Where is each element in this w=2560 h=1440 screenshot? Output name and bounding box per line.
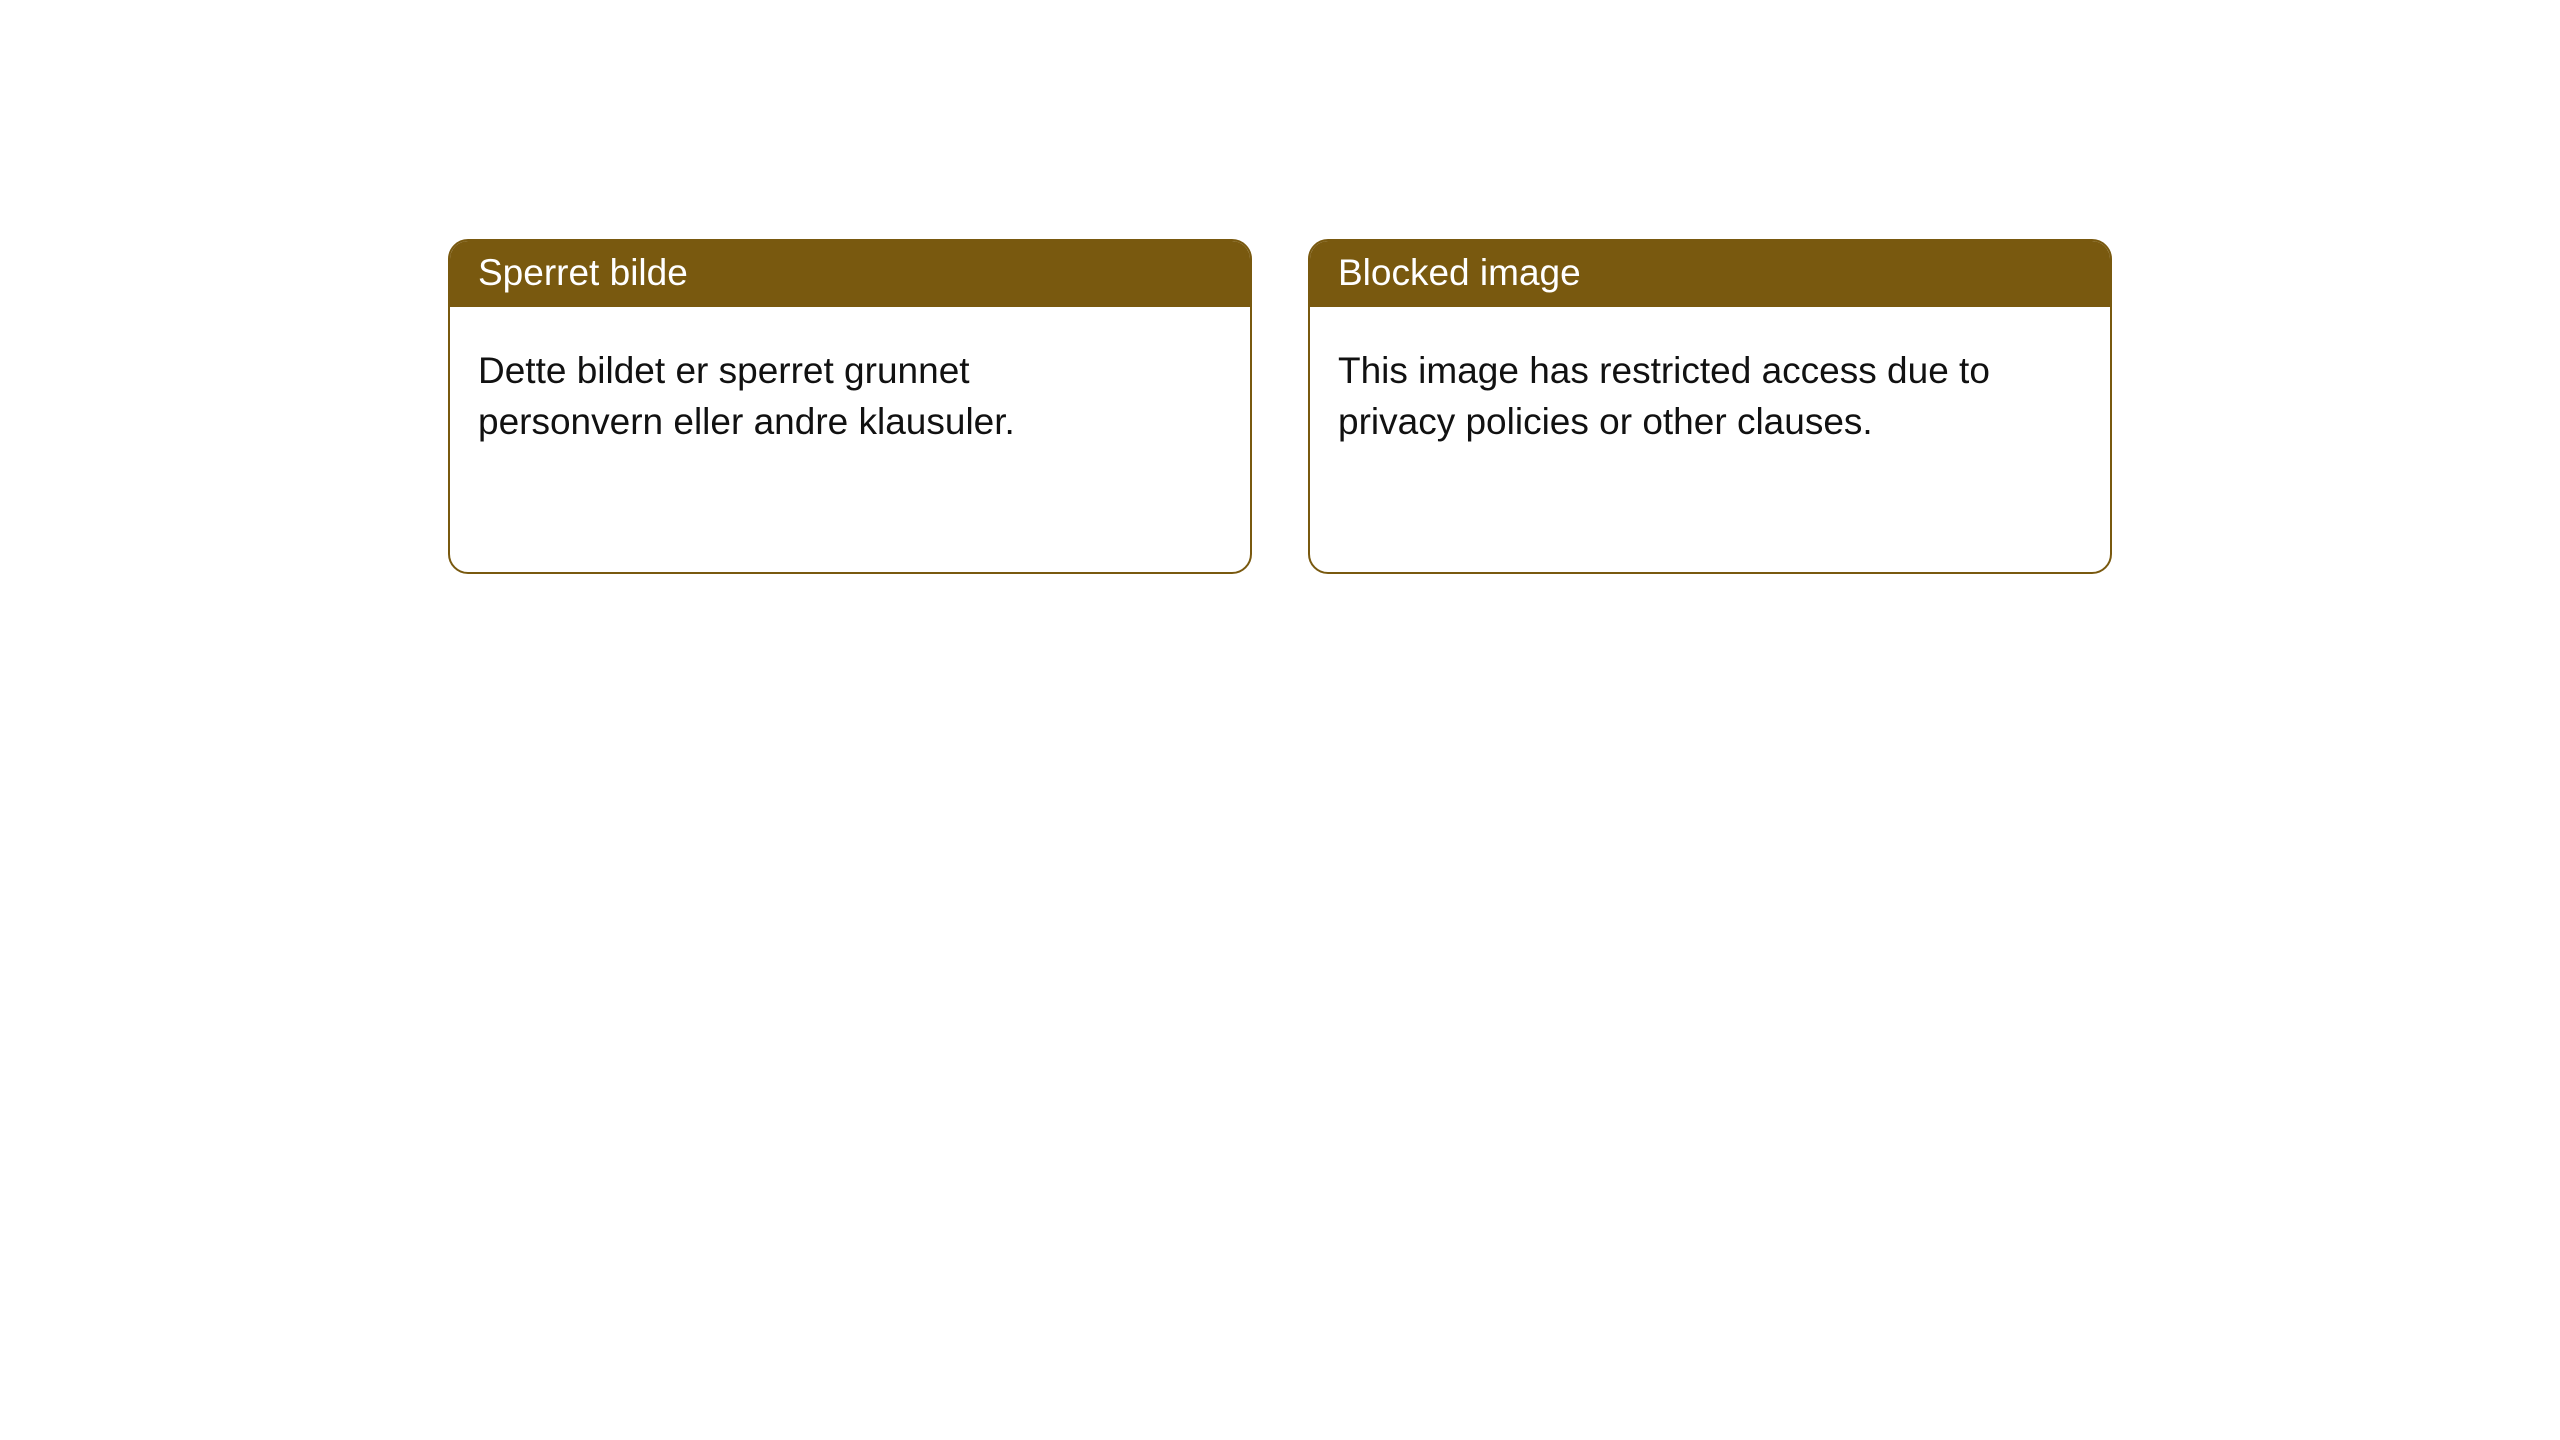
notice-card-english: Blocked image This image has restricted … — [1308, 239, 2112, 574]
notice-card-header: Sperret bilde — [450, 241, 1250, 307]
notice-cards-container: Sperret bilde Dette bildet er sperret gr… — [0, 0, 2560, 574]
notice-card-header: Blocked image — [1310, 241, 2110, 307]
notice-card-norwegian: Sperret bilde Dette bildet er sperret gr… — [448, 239, 1252, 574]
notice-card-body: This image has restricted access due to … — [1310, 307, 2030, 475]
notice-card-body: Dette bildet er sperret grunnet personve… — [450, 307, 1170, 475]
